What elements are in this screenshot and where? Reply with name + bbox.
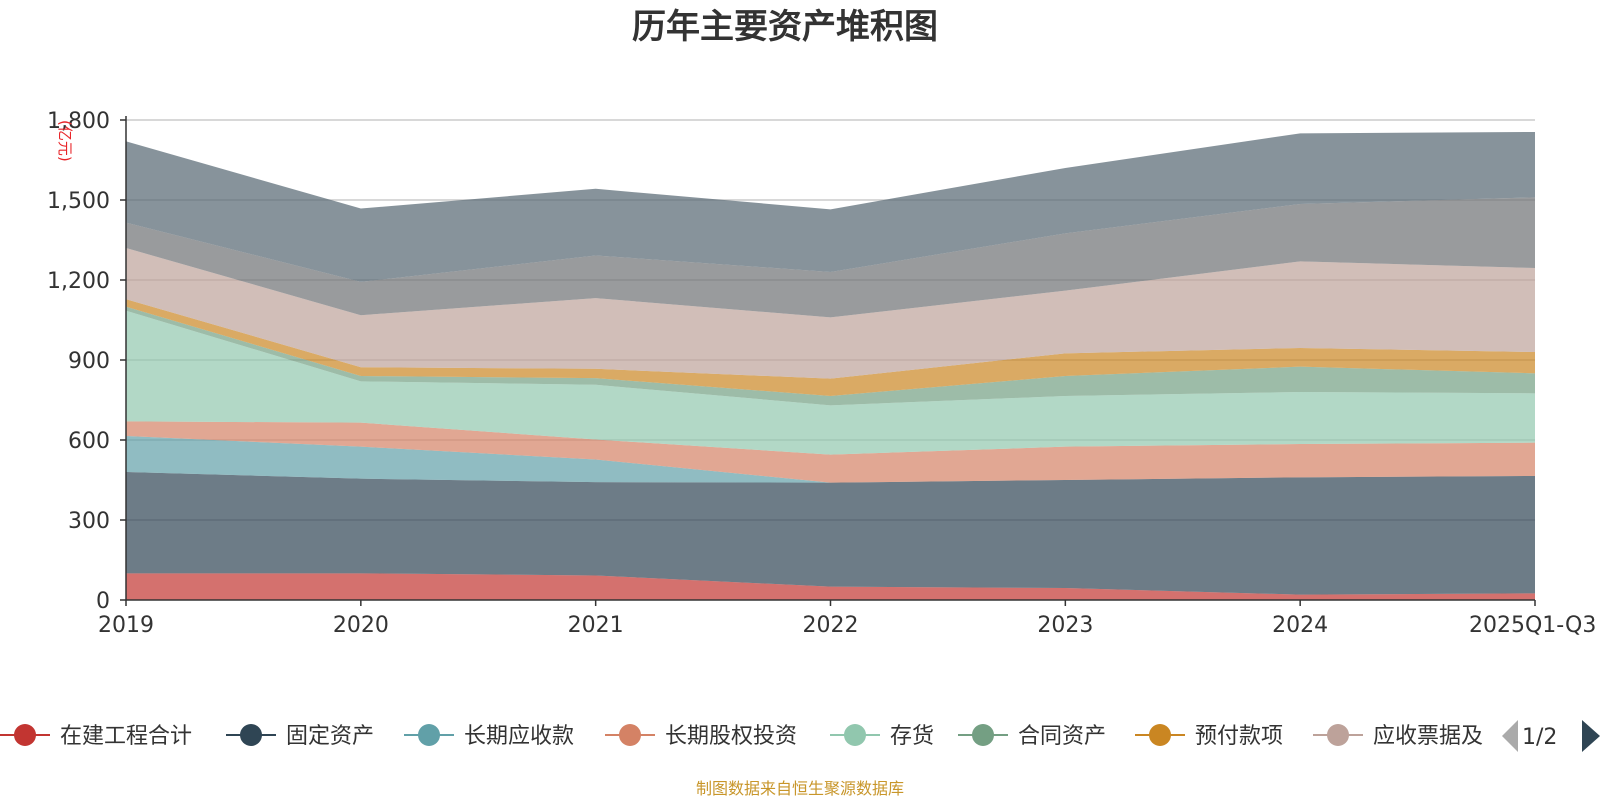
- legend-marker-icon: [1149, 724, 1171, 746]
- legend-label: 应收票据及: [1373, 724, 1483, 749]
- legend-marker-icon: [844, 724, 866, 746]
- area-series: [126, 248, 1535, 379]
- legend-item[interactable]: 长期股权投资: [605, 724, 797, 749]
- legend-page-indicator: 1/2: [1522, 725, 1557, 750]
- axes: 0 300 600 900 1,200 1,500 1,800 2019 2020 2021 202…: [47, 109, 1596, 638]
- legend-marker-icon: [1327, 724, 1349, 746]
- area-series: [126, 299, 1535, 396]
- x-tick-label: 2021: [568, 613, 624, 638]
- legend-item[interactable]: 长期应收款: [404, 724, 574, 749]
- area-series: [126, 197, 1535, 318]
- legend: 在建工程合计 固定资产 长期应收款 长期股权投资 存货 合同资产 预付款项 应收票据及: [0, 724, 1483, 749]
- y-tick-label: 600: [68, 429, 110, 454]
- area-series: [126, 306, 1535, 406]
- legend-prev-icon[interactable]: [1502, 720, 1518, 752]
- area-series: [126, 132, 1535, 282]
- chart-title: 历年主要资产堆积图: [632, 7, 938, 47]
- stacked-areas: [126, 132, 1535, 600]
- y-tick-label: 0: [96, 589, 110, 614]
- legend-item[interactable]: 在建工程合计: [0, 724, 192, 749]
- y-tick-label: 1,200: [47, 269, 110, 294]
- legend-item[interactable]: 合同资产: [958, 724, 1106, 749]
- legend-items: 在建工程合计 固定资产 长期应收款 长期股权投资 存货 合同资产 预付款项 应收票据及: [0, 724, 1483, 749]
- legend-label: 固定资产: [286, 724, 374, 749]
- legend-marker-icon: [418, 724, 440, 746]
- source-note: 制图数据来自恒生聚源数据库: [696, 779, 904, 798]
- area-series: [126, 421, 1535, 483]
- legend-item[interactable]: 固定资产: [226, 724, 374, 749]
- legend-label: 合同资产: [1018, 724, 1106, 749]
- legend-next-icon[interactable]: [1582, 720, 1600, 752]
- x-tick-label: 2020: [333, 613, 389, 638]
- area-series: [126, 472, 1535, 595]
- legend-label: 预付款项: [1195, 724, 1283, 749]
- legend-marker-icon: [972, 724, 994, 746]
- legend-marker-icon: [14, 724, 36, 746]
- legend-pager: 1/2: [1502, 720, 1600, 752]
- legend-label: 长期股权投资: [665, 724, 797, 749]
- legend-item[interactable]: 存货: [830, 724, 934, 749]
- x-tick-label: 2025Q1-Q3: [1469, 613, 1596, 638]
- area-series: [126, 310, 1535, 455]
- area-series: [126, 573, 1535, 600]
- y-tick-label: 1,800: [47, 109, 110, 134]
- x-tick-label: 2022: [803, 613, 859, 638]
- y-tick-label: 1,500: [47, 189, 110, 214]
- y-tick-label: 300: [68, 509, 110, 534]
- x-tick-label: 2024: [1272, 613, 1328, 638]
- area-series: [126, 436, 1535, 483]
- x-tick-label: 2023: [1037, 613, 1093, 638]
- legend-item[interactable]: 预付款项: [1135, 724, 1283, 749]
- x-tick-label: 2019: [98, 613, 154, 638]
- legend-label: 长期应收款: [464, 724, 574, 749]
- legend-marker-icon: [619, 724, 641, 746]
- legend-label: 存货: [890, 724, 934, 749]
- legend-marker-icon: [240, 724, 262, 746]
- legend-item[interactable]: 应收票据及: [1313, 724, 1483, 749]
- legend-label: 在建工程合计: [60, 724, 192, 749]
- y-axis-unit: (亿元): [56, 120, 74, 162]
- y-tick-label: 900: [68, 349, 110, 374]
